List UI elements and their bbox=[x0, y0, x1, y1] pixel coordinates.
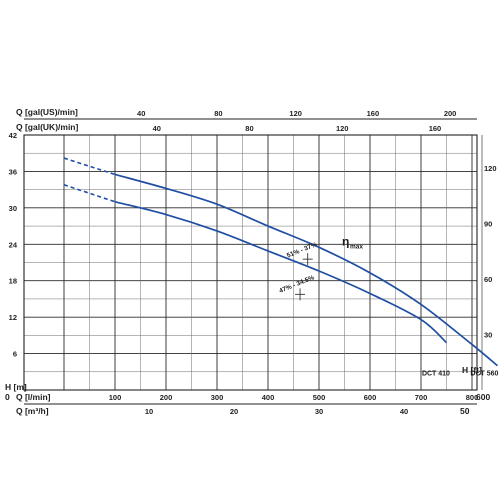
eta-max-symbol: η bbox=[342, 235, 349, 249]
bottom-m3h-end-tick: 50 bbox=[460, 406, 470, 416]
plot-border bbox=[23, 134, 478, 391]
eta-max-subscript: max bbox=[350, 244, 363, 251]
series-dct-410-dashed-line bbox=[63, 184, 116, 203]
bottom-lmin-tick-label: 500 bbox=[313, 393, 326, 402]
bottom-lmin-tick-label: 600 bbox=[364, 393, 377, 402]
top-us-tick-label: 120 bbox=[289, 109, 302, 118]
bottom-lmin-tick-label: 700 bbox=[415, 393, 428, 402]
efficiency-markers bbox=[295, 253, 313, 301]
curve-name-label: DCT 560 bbox=[470, 371, 498, 378]
top-uk-tick-label: 40 bbox=[153, 124, 161, 133]
curve-name-label: DCT 410 bbox=[422, 371, 450, 378]
top-us-axis-label: Q [gal(US)/min] bbox=[16, 107, 78, 117]
top-us-tick-label: 80 bbox=[214, 109, 222, 118]
bottom-m3h-tick-label: 30 bbox=[315, 407, 323, 416]
grid bbox=[24, 134, 477, 391]
bottom-m3h-tick-label: 40 bbox=[400, 407, 408, 416]
left-tick-label: 12 bbox=[9, 313, 17, 322]
top-uk-tick-label: 80 bbox=[245, 124, 253, 133]
bottom-lmin-tick-label: 400 bbox=[262, 393, 275, 402]
bottom-lmin-tick-label: 100 bbox=[109, 393, 122, 402]
right-tick-label: 90 bbox=[484, 219, 492, 228]
top-us-tick-label: 40 bbox=[137, 109, 145, 118]
bottom-lmin-tick-label: 200 bbox=[160, 393, 173, 402]
right-tick-label: 120 bbox=[484, 164, 497, 173]
left-tick-label: 18 bbox=[9, 277, 17, 286]
series-layer bbox=[63, 157, 499, 367]
left-tick-label: 30 bbox=[9, 204, 17, 213]
right-axis-unit-label: H [ft] bbox=[462, 365, 482, 375]
left-tick-label: 42 bbox=[9, 131, 17, 140]
series-dct-410-line bbox=[114, 200, 448, 344]
bottom-m3h-tick-label: 20 bbox=[230, 407, 238, 416]
left-tick-label: 24 bbox=[9, 240, 18, 249]
bottom-lmin-tick-label: 300 bbox=[211, 393, 224, 402]
right-tick-label: 30 bbox=[484, 330, 492, 339]
left-tick-label: 36 bbox=[9, 167, 17, 176]
left-lower-zero-tick: 0 bbox=[5, 392, 10, 402]
top-uk-tick-label: 120 bbox=[336, 124, 349, 133]
left-tick-label: 6 bbox=[13, 350, 17, 359]
bottom-lmin-tick-label: 800 bbox=[466, 393, 479, 402]
right-tick-label: 60 bbox=[484, 275, 492, 284]
bottom-m3h-axis-label: Q [m³/h] bbox=[16, 406, 49, 416]
series-dct-560-dashed-line bbox=[63, 157, 116, 176]
series-dct-560-line bbox=[114, 173, 499, 367]
top-uk-axis-label: Q [gal(UK)/min] bbox=[16, 122, 78, 132]
left-axis-unit-label: H [m] bbox=[5, 382, 27, 392]
bottom-m3h-tick-label: 10 bbox=[145, 407, 153, 416]
top-us-tick-label: 160 bbox=[367, 109, 380, 118]
bottom-lmin-axis-label: Q [l/min] bbox=[16, 392, 51, 402]
top-uk-tick-label: 160 bbox=[429, 124, 442, 133]
plot-frame bbox=[23, 118, 483, 405]
top-us-tick-label: 200 bbox=[444, 109, 457, 118]
bottom-lmin-end-tick: 600 bbox=[476, 392, 490, 402]
